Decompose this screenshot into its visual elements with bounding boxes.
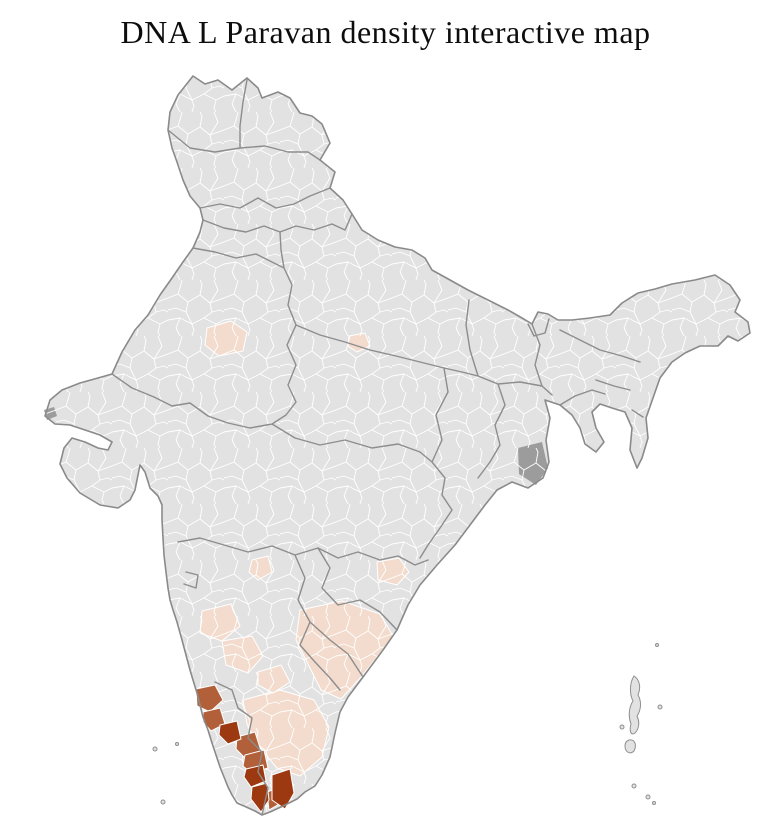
island[interactable] [628, 675, 641, 735]
island-dot[interactable] [152, 746, 158, 752]
district-density-medium[interactable] [195, 684, 224, 713]
district-density-high[interactable] [243, 764, 267, 788]
state-borders [111, 79, 644, 815]
island-dot[interactable] [175, 742, 179, 746]
island-dot[interactable] [645, 794, 651, 800]
district-density-high[interactable] [271, 768, 295, 810]
island-dot[interactable] [652, 801, 656, 805]
island[interactable] [624, 739, 636, 754]
island-dot[interactable] [619, 724, 625, 730]
island-dot[interactable] [657, 704, 663, 710]
island-dot[interactable] [160, 799, 166, 805]
island-dot[interactable] [655, 643, 659, 647]
district-density-high[interactable] [218, 720, 242, 745]
islands [152, 643, 663, 805]
high-density-districts [218, 720, 295, 813]
page-title: DNA L Paravan density interactive map [120, 14, 651, 50]
island-dot[interactable] [631, 783, 637, 789]
